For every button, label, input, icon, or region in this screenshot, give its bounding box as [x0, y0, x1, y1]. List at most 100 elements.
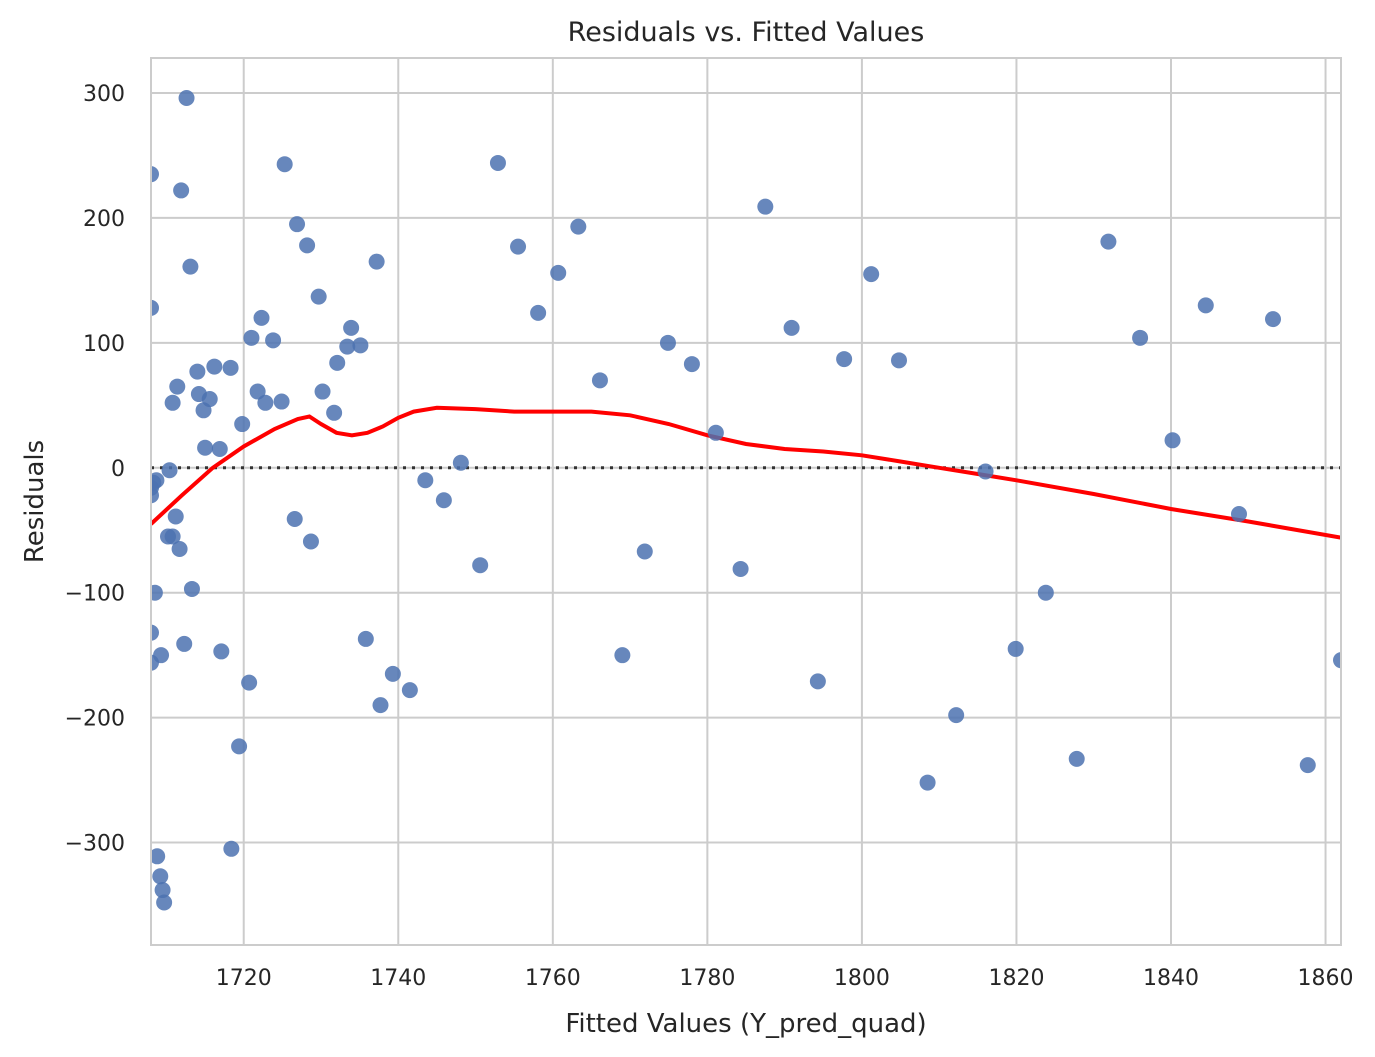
data-point — [372, 697, 389, 714]
data-point — [167, 508, 184, 525]
data-point — [151, 584, 163, 601]
data-point — [314, 383, 331, 400]
data-point — [154, 882, 171, 899]
data-point — [948, 707, 965, 724]
y-tick-label: 300 — [83, 82, 125, 107]
y-axis-label: Residuals — [20, 440, 50, 563]
x-tick-label: 1840 — [1143, 966, 1199, 991]
data-point — [310, 288, 327, 305]
data-point — [352, 337, 369, 354]
data-point — [151, 472, 165, 489]
data-point — [863, 266, 880, 283]
y-tick-label: 0 — [111, 457, 125, 482]
x-tick-label: 1760 — [525, 966, 581, 991]
data-point — [222, 359, 239, 376]
data-point — [151, 848, 166, 865]
data-point — [253, 309, 270, 326]
data-point — [368, 253, 385, 270]
data-point — [273, 393, 290, 410]
data-point — [472, 557, 489, 574]
data-point — [401, 682, 418, 699]
data-point — [891, 352, 907, 369]
data-point — [489, 154, 506, 171]
data-point — [164, 394, 181, 411]
data-point — [732, 560, 749, 577]
y-tick-label: 200 — [83, 207, 125, 232]
data-point — [151, 299, 159, 316]
data-point — [276, 156, 293, 173]
smooth-line-group — [151, 405, 1341, 540]
data-point — [343, 319, 360, 336]
data-point — [757, 198, 774, 215]
x-tick-labels: 1720 1740 1760 1780 1800 1820 1840 1860 — [216, 966, 1354, 991]
data-point — [151, 624, 159, 641]
data-point — [206, 358, 223, 375]
data-point — [173, 182, 190, 199]
data-point — [161, 462, 178, 479]
y-tick-label: −200 — [65, 707, 125, 732]
data-point — [919, 774, 936, 791]
points-group — [151, 89, 1341, 911]
chart-title: Residuals vs. Fitted Values — [568, 17, 925, 48]
data-point — [417, 472, 434, 489]
data-point — [234, 416, 251, 433]
data-point — [339, 338, 356, 355]
data-point — [510, 238, 527, 255]
data-point — [178, 89, 195, 106]
x-tick-label: 1820 — [988, 966, 1044, 991]
data-point — [659, 334, 676, 351]
data-point — [182, 258, 199, 275]
y-tick-label: 100 — [83, 332, 125, 357]
data-point — [1132, 329, 1149, 346]
data-point — [1265, 311, 1281, 328]
data-point — [530, 304, 547, 321]
data-point — [189, 363, 206, 380]
data-point — [153, 647, 170, 664]
y-tick-labels: −300 −200 −100 0 100 200 300 — [65, 82, 125, 857]
data-point — [435, 492, 452, 509]
data-point — [201, 391, 218, 408]
x-tick-label: 1720 — [216, 966, 272, 991]
data-point — [570, 218, 587, 235]
data-point — [241, 674, 258, 691]
x-tick-label: 1860 — [1298, 966, 1354, 991]
data-point — [591, 372, 608, 389]
data-point — [299, 237, 316, 254]
data-point — [809, 673, 826, 690]
y-tick-label: −100 — [65, 582, 125, 607]
data-point — [783, 319, 800, 336]
data-point — [1068, 750, 1085, 767]
data-point — [302, 533, 319, 550]
data-point — [1037, 584, 1054, 601]
data-point — [326, 404, 343, 421]
data-point — [636, 543, 653, 560]
data-point — [249, 383, 266, 400]
y-tick-label: −300 — [65, 832, 125, 857]
x-tick-label: 1800 — [834, 966, 890, 991]
data-point — [183, 580, 200, 597]
data-point — [156, 894, 173, 911]
data-point — [836, 351, 853, 368]
data-point — [169, 378, 186, 395]
data-point — [289, 216, 306, 233]
data-point — [211, 441, 228, 458]
data-point — [1007, 640, 1024, 657]
data-point — [265, 332, 282, 349]
data-point — [357, 630, 374, 647]
data-point — [213, 643, 230, 660]
data-point — [614, 647, 631, 664]
data-point — [151, 166, 159, 183]
data-point — [977, 463, 994, 480]
x-tick-label: 1740 — [370, 966, 426, 991]
data-point — [1164, 432, 1181, 449]
data-point — [707, 424, 724, 441]
data-point — [176, 635, 193, 652]
plot-frame — [150, 57, 1342, 946]
data-point — [286, 510, 303, 527]
data-point — [384, 665, 401, 682]
data-point — [1100, 233, 1117, 250]
data-point — [1333, 652, 1341, 669]
data-point — [683, 356, 700, 373]
